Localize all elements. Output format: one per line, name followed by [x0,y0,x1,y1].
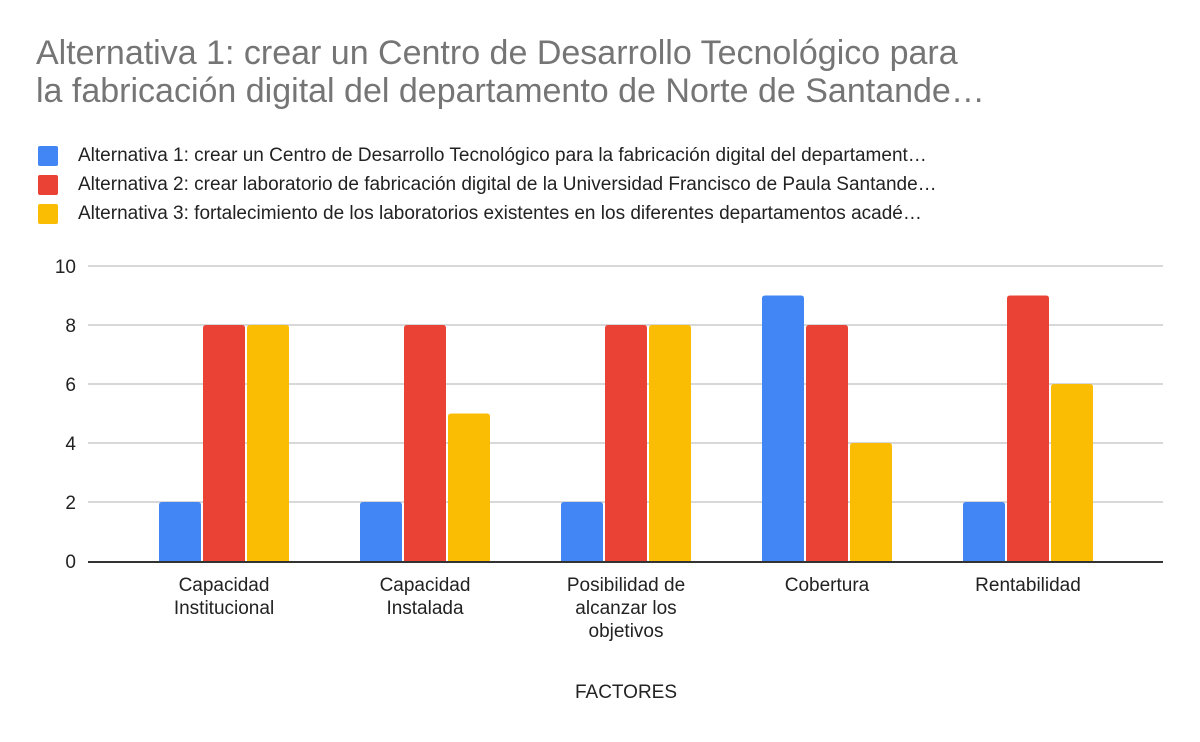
y-tick-label: 2 [65,493,76,514]
bar-series-2-category-2[interactable] [404,325,446,561]
legend-item-series-2[interactable]: Alternativa 2: crear laboratorio de fabr… [38,170,937,199]
x-category-label: Capacidad Institucional [174,575,274,619]
x-category-label-line: alcanzar los [575,598,676,619]
x-category-label: Rentabilidad [975,575,1081,596]
x-category-label-line: Capacidad [179,575,270,596]
bar-series-2-category-3[interactable] [605,325,647,561]
x-category-label-line: Institucional [174,598,274,619]
legend-item-series-1[interactable]: Alternativa 1: crear un Centro de Desarr… [38,141,937,170]
y-tick-label: 0 [65,552,76,573]
bar-series-3-category-4[interactable] [850,443,892,561]
x-category-label-line: Capacidad [380,575,471,596]
bar-series-1-category-2[interactable] [360,502,402,561]
legend-swatch-series-1 [38,145,58,166]
y-tick-label: 6 [65,375,76,396]
bar-series-2-category-5[interactable] [1007,295,1049,562]
x-axis-title: FACTORES [575,682,677,703]
bar-series-2-category-1[interactable] [203,325,245,561]
x-category-label: Posibilidad de alcanzar los objetivos [567,575,685,642]
bar-series-2-category-4[interactable] [806,325,848,561]
bar-series-1-category-1[interactable] [159,502,201,561]
x-category-label-line: Cobertura [785,575,870,596]
y-tick-label: 4 [65,434,76,455]
x-category-label-line: Instalada [386,598,464,619]
y-tick-label: 10 [55,257,76,278]
x-category-label-line: Posibilidad de [567,575,685,596]
bar-series-1-category-5[interactable] [963,502,1005,561]
chart-legend: Alternativa 1: crear un Centro de Desarr… [38,141,937,228]
bar-series-1-category-3[interactable] [561,502,603,561]
chart-title-line-1: Alternativa 1: crear un Centro de Desarr… [36,34,958,72]
legend-swatch-series-3 [38,203,58,224]
legend-label-series-3: Alternativa 3: fortalecimiento de los la… [78,202,922,224]
legend-item-series-3[interactable]: Alternativa 3: fortalecimiento de los la… [38,199,937,228]
bar-series-3-category-3[interactable] [649,325,691,561]
legend-label-series-1: Alternativa 1: crear un Centro de Desarr… [78,144,927,166]
bars [159,295,1093,562]
bar-series-3-category-1[interactable] [247,325,289,561]
bar-series-3-category-2[interactable] [448,413,490,562]
x-category-label-line: objetivos [589,621,664,642]
chart-title-line-2: la fabricación digital del departamento … [36,72,985,110]
x-category-label: Cobertura [785,575,870,596]
y-tick-label: 8 [65,316,76,337]
bar-series-1-category-4[interactable] [762,295,804,562]
bar-series-3-category-5[interactable] [1051,384,1093,561]
legend-swatch-series-2 [38,174,58,195]
x-category-label-line: Rentabilidad [975,575,1081,596]
x-category-label: Capacidad Instalada [380,575,471,619]
y-axis-ticks: 0 2 4 6 8 10 [55,257,77,573]
chart-title: Alternativa 1: crear un Centro de Desarr… [36,34,1186,110]
legend-label-series-2: Alternativa 2: crear laboratorio de fabr… [78,173,937,195]
